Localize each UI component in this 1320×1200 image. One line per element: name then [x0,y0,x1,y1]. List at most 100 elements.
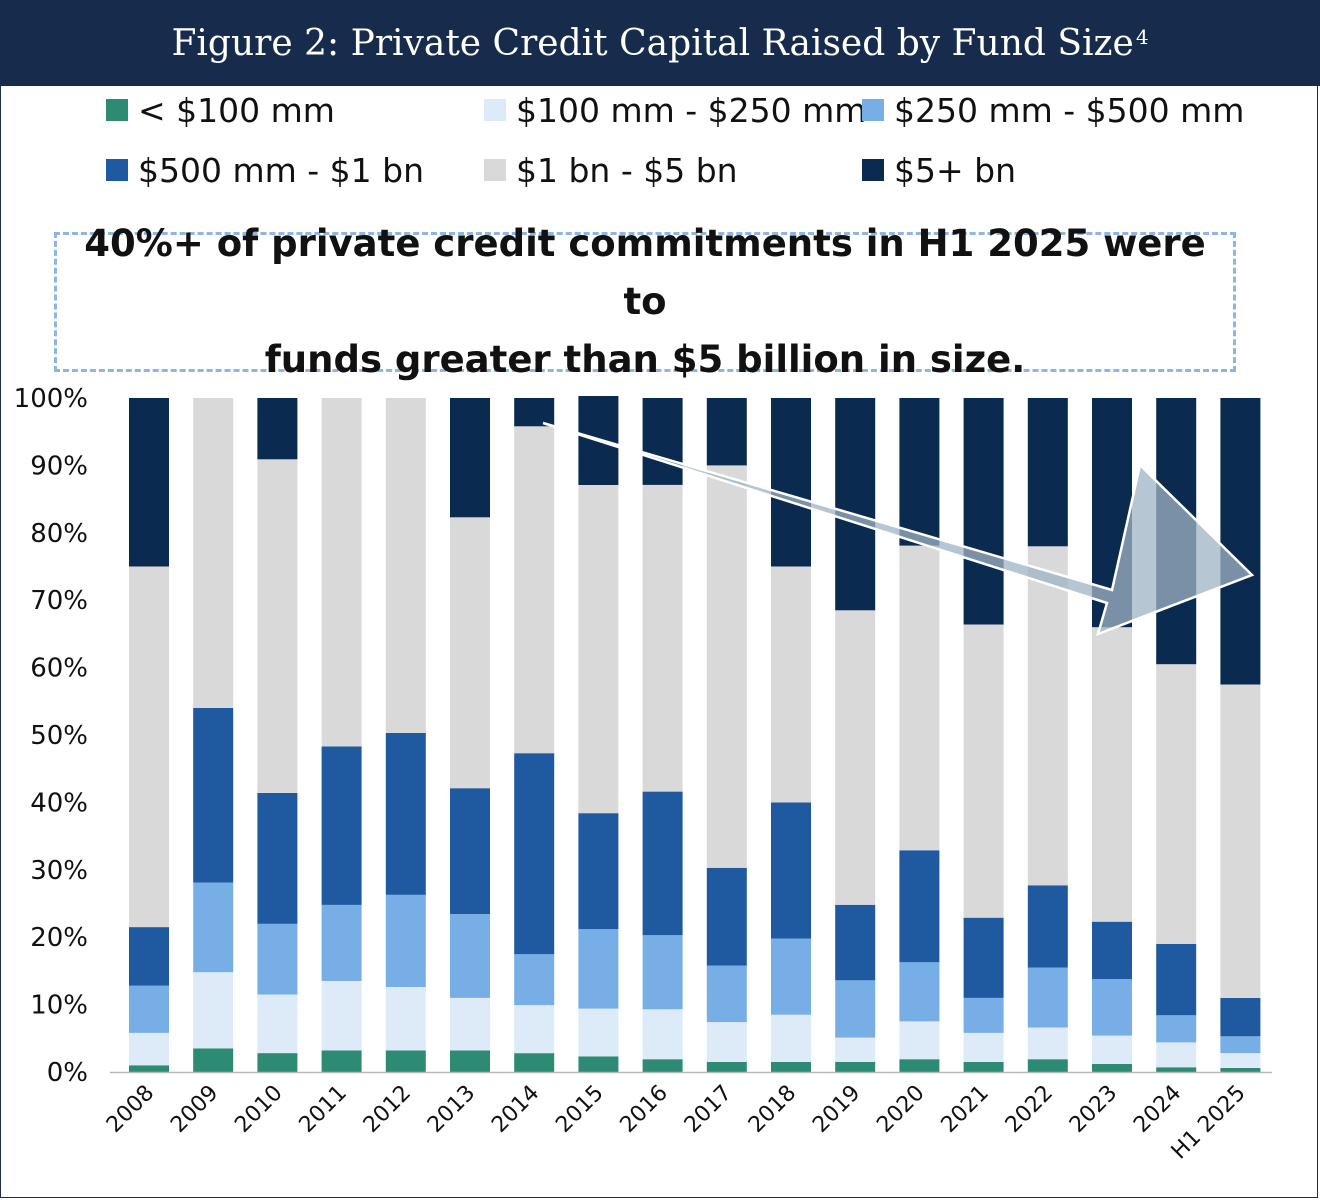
y-tick-label: 90% [30,451,88,481]
bar-segment [1027,885,1068,968]
callout-box: 40%+ of private credit commitments in H1… [54,222,1236,381]
legend-label: $5+ bn [894,150,1016,190]
legend-item-500mm-1bn: $500 mm - $1 bn [106,150,424,190]
bar-segment [642,1009,683,1060]
bar-segment [578,1008,619,1057]
bar-segment [706,1061,747,1072]
bar-segment [385,987,426,1051]
bar-segment [835,1061,876,1072]
bar-segment [771,1014,811,1062]
bar-segment [1156,1015,1197,1043]
bar-segment [1092,921,1132,979]
x-axis: 2008 2009 2010 2011 2012 2013 2014 2015 2016 2017… [102,1071,1272,1164]
y-tick-label: 70% [30,586,88,616]
bar-segment [706,398,747,466]
bar-segment [1156,664,1197,944]
y-tick-label: 10% [30,991,88,1021]
bar-segment [257,793,298,924]
y-tick-label: 100% [14,384,88,414]
bar-segment [385,1050,426,1072]
bar-segment [578,929,619,1009]
legend-label: $100 mm - $250 mm [516,90,867,130]
bar-segment [1220,398,1261,685]
x-tick-label: 2011 [295,1081,352,1138]
x-tick-label: 2021 [937,1081,994,1138]
legend-label: $1 bn - $5 bn [516,150,738,190]
bar-segment [385,894,426,987]
x-tick-label: 2024 [1129,1081,1186,1138]
y-tick-label: 80% [30,519,88,549]
legend-swatch [106,159,128,181]
bar-segment [450,788,490,915]
x-tick-label: 2020 [872,1081,929,1138]
bar-segment [706,1022,747,1062]
bar-segment [835,398,876,611]
bar-segment [706,965,747,1023]
bar-segment [1092,979,1132,1036]
x-tick-label: 2014 [487,1081,544,1138]
bar-segment [514,398,555,427]
y-axis: 0% 10% 20% 30% 40% 50% 60% 70% 80% 90% 100% [14,384,88,1088]
x-tick-label: 2008 [102,1081,159,1138]
y-tick-label: 40% [30,788,88,818]
bar-segment [963,997,1004,1033]
bar-segment [771,566,811,803]
bar-segment [129,1032,169,1066]
bar-segment [450,1050,490,1072]
bar-segment [899,545,940,851]
bar-segment [835,610,876,905]
bar-segment [514,753,555,955]
bar-segment [450,517,490,789]
bar-segment [771,1061,811,1072]
legend-item-under-100mm: < $100 mm [106,90,335,130]
bar-segment [899,850,940,963]
bar-segment [129,985,169,1033]
bar-segment [771,802,811,939]
bar-segment [385,733,426,895]
bar-segment [193,1048,234,1072]
bar-segment [899,1059,940,1072]
x-tick-label: 2018 [744,1081,801,1138]
y-tick-label: 30% [30,856,88,886]
bar-segment [771,938,811,1015]
bar-segment [1220,684,1261,998]
legend-item-5bn-plus: $5+ bn [862,150,1016,190]
bar-segment [514,954,555,1006]
x-tick-label: 2010 [230,1081,287,1138]
callout-line-2: funds greater than $5 billion in size. [264,338,1026,381]
bar-segment [1027,398,1068,547]
x-tick-label: 2016 [616,1081,673,1138]
bar-segment [257,994,298,1054]
bar-segment [257,923,298,995]
bar-segment [450,997,490,1051]
bar-segment [835,904,876,981]
bar-segment [193,972,234,1049]
bar-segment [642,791,683,936]
bar-segment [1220,997,1261,1037]
bar-segment [899,1021,940,1060]
bar-segment [706,465,747,868]
bar-segment [450,914,490,998]
bar-segment [642,398,683,485]
bar-segment [321,904,362,981]
y-tick-label: 0% [47,1058,88,1088]
bar-segment [129,398,169,567]
bar-segment [963,917,1004,998]
bar-segment [1156,1067,1197,1072]
x-tick-label: 2022 [1001,1081,1058,1138]
legend-item-250-500mm: $250 mm - $500 mm [862,90,1244,130]
bar-segment [450,398,490,518]
bar-segment [257,459,298,793]
bar-segment [321,398,362,747]
trend-arrow [542,421,1255,637]
bar-segment [578,1056,619,1072]
bar-segment [642,935,683,1010]
bar-segment [1092,1063,1132,1072]
callout-line-1: 40%+ of private credit commitments in H1… [84,222,1206,323]
y-tick-label: 20% [30,923,88,953]
bar-segment [771,398,811,567]
bar-segment [963,398,1004,625]
bar-segment [1027,967,1068,1028]
bar-segment [1220,1053,1261,1068]
